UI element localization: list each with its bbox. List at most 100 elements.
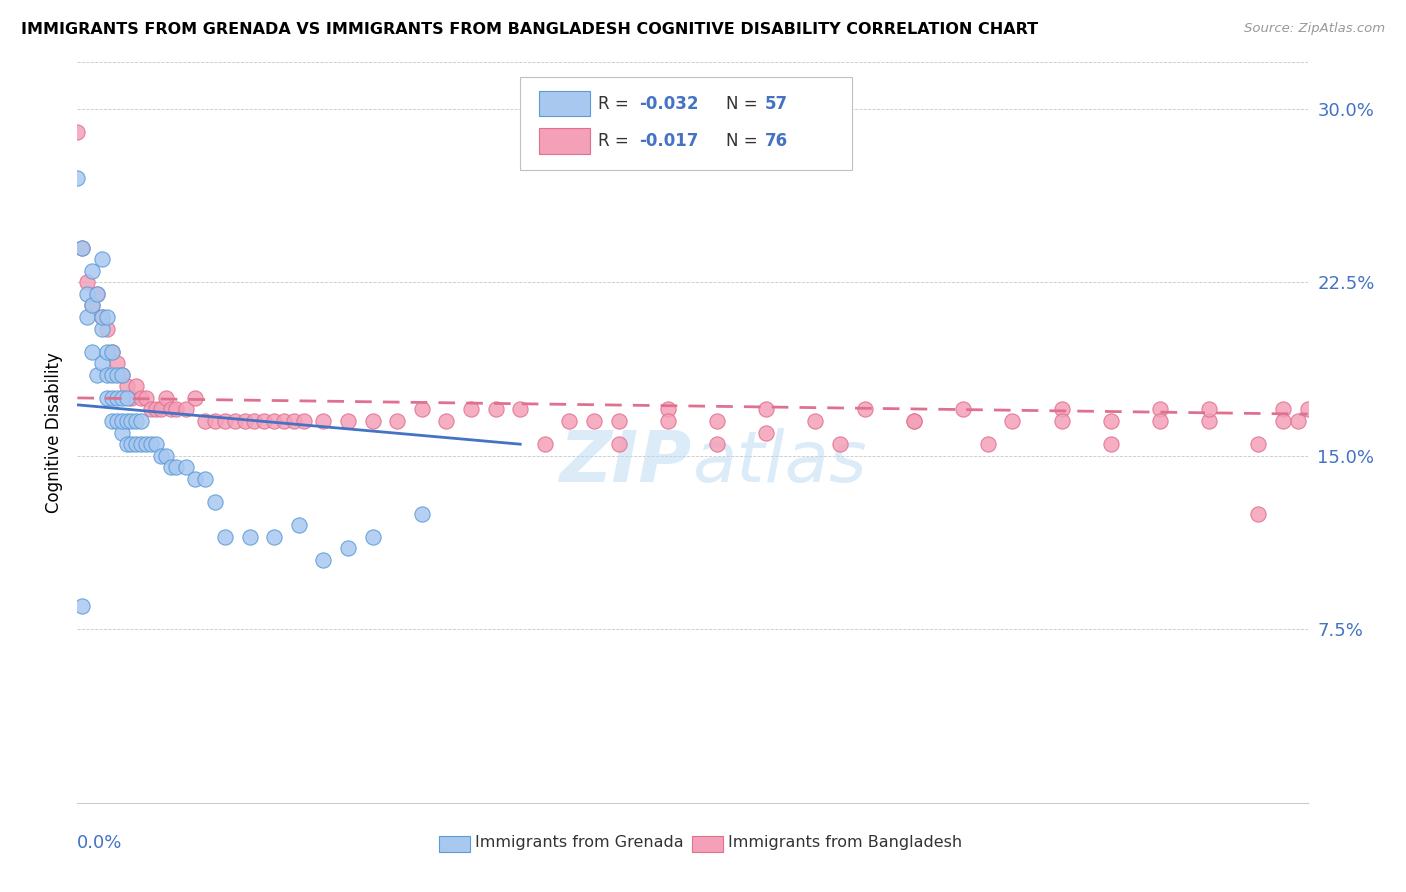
Text: 76: 76: [765, 132, 789, 150]
Point: [460, 402, 482, 417]
Point: [86, 286, 108, 301]
Point: [607, 437, 630, 451]
Point: [111, 425, 132, 440]
Text: IMMIGRANTS FROM GRENADA VS IMMIGRANTS FROM BANGLADESH COGNITIVE DISABILITY CORRE: IMMIGRANTS FROM GRENADA VS IMMIGRANTS FR…: [21, 22, 1038, 37]
Point: [1050, 402, 1073, 417]
Point: [82, 298, 104, 312]
Point: [283, 414, 305, 428]
Point: [115, 391, 138, 405]
Point: [101, 414, 124, 428]
Point: [125, 437, 148, 451]
Point: [70, 599, 93, 614]
Text: N =: N =: [725, 95, 762, 113]
Point: [101, 391, 124, 405]
Point: [101, 344, 124, 359]
Point: [129, 437, 153, 451]
Point: [96, 368, 118, 382]
Point: [184, 391, 207, 405]
Point: [607, 414, 630, 428]
Point: [1272, 402, 1295, 417]
Point: [105, 391, 128, 405]
Point: [145, 437, 167, 451]
Point: [1286, 414, 1309, 428]
Point: [111, 391, 132, 405]
Point: [76, 310, 98, 324]
Point: [105, 368, 128, 382]
Point: [411, 507, 433, 521]
Point: [70, 241, 93, 255]
Point: [160, 402, 183, 417]
Point: [96, 310, 118, 324]
Point: [1198, 414, 1220, 428]
Point: [1247, 437, 1270, 451]
Point: [194, 472, 217, 486]
Point: [115, 379, 138, 393]
Point: [141, 437, 163, 451]
Point: [174, 402, 197, 417]
Point: [135, 437, 157, 451]
Point: [204, 495, 226, 509]
Point: [263, 530, 285, 544]
Point: [90, 310, 114, 324]
Point: [184, 472, 207, 486]
Point: [337, 541, 360, 556]
Point: [204, 414, 226, 428]
Point: [90, 356, 114, 370]
Point: [385, 414, 409, 428]
Point: [214, 530, 236, 544]
Point: [485, 402, 508, 417]
Point: [1247, 507, 1270, 521]
Point: [121, 437, 143, 451]
Text: 57: 57: [765, 95, 789, 113]
Point: [706, 414, 728, 428]
Point: [583, 414, 606, 428]
Point: [755, 402, 778, 417]
Point: [66, 125, 89, 139]
Point: [1272, 414, 1295, 428]
Point: [361, 414, 384, 428]
Point: [90, 321, 114, 335]
Point: [86, 368, 108, 382]
Point: [1099, 437, 1122, 451]
Y-axis label: Cognitive Disability: Cognitive Disability: [45, 352, 63, 513]
Point: [830, 437, 852, 451]
Point: [1149, 414, 1171, 428]
Point: [105, 414, 128, 428]
Point: [165, 460, 187, 475]
Point: [224, 414, 246, 428]
Point: [804, 414, 827, 428]
Point: [312, 414, 335, 428]
Text: atlas: atlas: [693, 428, 868, 497]
Point: [125, 379, 148, 393]
Point: [141, 402, 163, 417]
Point: [977, 437, 1000, 451]
Text: N =: N =: [725, 132, 762, 150]
Point: [115, 414, 138, 428]
Point: [243, 414, 266, 428]
Text: R =: R =: [598, 95, 634, 113]
FancyBboxPatch shape: [538, 128, 591, 153]
Point: [82, 263, 104, 277]
Point: [1050, 414, 1073, 428]
Point: [233, 414, 256, 428]
Point: [160, 460, 183, 475]
Point: [155, 391, 177, 405]
Point: [292, 414, 315, 428]
Point: [121, 391, 143, 405]
Point: [96, 344, 118, 359]
Point: [66, 171, 89, 186]
Point: [1001, 414, 1024, 428]
Point: [150, 449, 173, 463]
Point: [82, 344, 104, 359]
Point: [129, 414, 153, 428]
Point: [239, 530, 262, 544]
Text: Source: ZipAtlas.com: Source: ZipAtlas.com: [1244, 22, 1385, 36]
Point: [1296, 402, 1319, 417]
Text: -0.032: -0.032: [640, 95, 699, 113]
Text: R =: R =: [598, 132, 634, 150]
FancyBboxPatch shape: [538, 91, 591, 117]
Text: 0.0%: 0.0%: [77, 834, 122, 852]
Point: [853, 402, 876, 417]
Point: [509, 402, 531, 417]
Point: [96, 391, 118, 405]
